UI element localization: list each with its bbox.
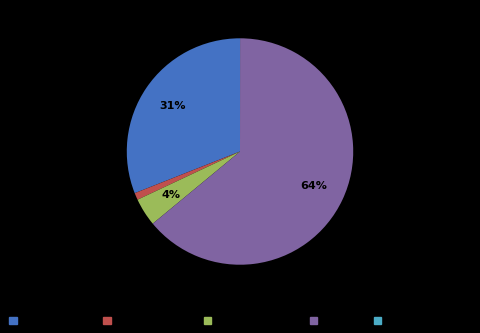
Wedge shape <box>127 38 240 193</box>
Wedge shape <box>153 38 353 265</box>
Wedge shape <box>135 152 240 200</box>
Text: 64%: 64% <box>300 181 327 191</box>
Legend: Wages & Salaries, Employee Benefits, Operating Expenses, Safety Net, Grants & Su: Wages & Salaries, Employee Benefits, Ope… <box>9 316 471 325</box>
Text: 4%: 4% <box>162 190 180 200</box>
Text: 31%: 31% <box>159 101 186 111</box>
Wedge shape <box>138 152 240 224</box>
